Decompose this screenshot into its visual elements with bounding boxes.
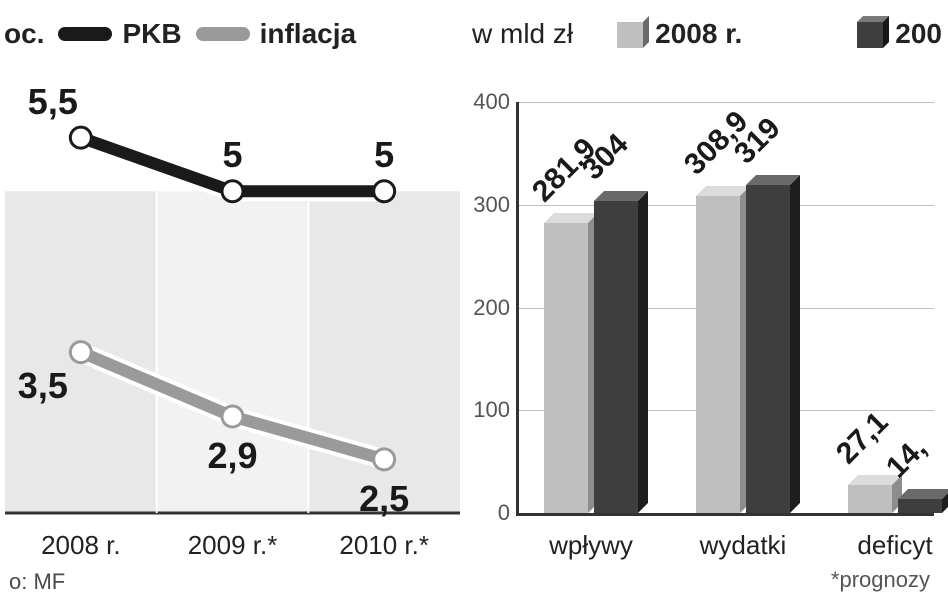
grid-line <box>516 513 934 516</box>
line-chart-panel: oc. PKB inflacja 2008 r.2009 r.*2010 r.*… <box>0 0 460 593</box>
legend-label-2009: 200 <box>895 18 942 50</box>
bar-category-label: wpływy <box>544 530 638 561</box>
y-axis-label: 0 <box>460 500 510 526</box>
legend-item-2009: 200 <box>857 18 942 50</box>
bar-category-label: deficyt <box>848 530 942 561</box>
footnote: *prognozy <box>831 567 930 593</box>
y-axis-line <box>516 102 519 513</box>
line-x-label: 2008 r. <box>5 530 157 561</box>
grid-line <box>516 102 934 103</box>
line-point-label: 5 <box>222 134 242 176</box>
y-axis-label: 400 <box>460 89 510 115</box>
bar-category-label: wydatki <box>696 530 790 561</box>
line-chart: 2008 r.2009 r.*2010 r.* o: MF 5,5553,52,… <box>5 76 460 521</box>
legend-item-pkb: PKB <box>58 18 181 50</box>
bar <box>544 223 588 513</box>
legend-label-2008: 2008 r. <box>655 18 742 50</box>
bar-value-label: 304 <box>576 127 635 186</box>
y-axis-label: 300 <box>460 192 510 218</box>
legend-label-inflacja: inflacja <box>260 18 356 50</box>
line-x-labels: 2008 r.2009 r.*2010 r.* <box>5 530 460 561</box>
legend-item-2008: 2008 r. <box>617 18 742 50</box>
bar-chart-panel: w mld zł 2008 r. 200 *prognozy 0 100 200 30… <box>460 0 948 593</box>
legend-cube-2008 <box>617 20 645 48</box>
y-axis-label: 100 <box>460 397 510 423</box>
legend-cube-2009 <box>857 20 885 48</box>
left-unit: oc. <box>0 18 44 50</box>
bar-chart: *prognozy 0100200300400wpływy281,9304wyd… <box>460 76 940 521</box>
right-legend: w mld zł 2008 r. 200 <box>460 0 948 76</box>
legend-swatch-pkb <box>58 27 112 41</box>
line-point-label: 5 <box>374 134 394 176</box>
bar <box>746 185 790 513</box>
bar <box>848 485 892 513</box>
y-axis-label: 200 <box>460 295 510 321</box>
legend-item-inflacja: inflacja <box>196 18 356 50</box>
line-x-label: 2009 r.* <box>157 530 309 561</box>
line-point-label: 2,9 <box>207 435 257 477</box>
legend-swatch-inflacja <box>196 27 250 41</box>
bar <box>898 499 942 513</box>
legend-label-pkb: PKB <box>122 18 181 50</box>
left-legend: oc. PKB inflacja <box>0 0 460 76</box>
right-unit: w mld zł <box>460 18 573 50</box>
line-point-label: 2,5 <box>359 478 409 520</box>
bar <box>696 196 740 513</box>
line-point-label: 3,5 <box>18 365 68 407</box>
source-label: o: MF <box>9 569 65 595</box>
line-x-label: 2010 r.* <box>308 530 460 561</box>
bar <box>594 201 638 513</box>
line-point-label: 5,5 <box>28 81 78 123</box>
